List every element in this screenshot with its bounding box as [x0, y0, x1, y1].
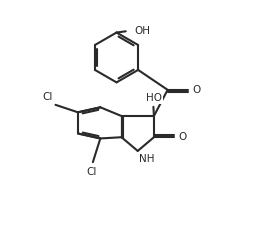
- Text: O: O: [178, 132, 187, 142]
- Text: HO: HO: [146, 93, 162, 103]
- Text: Cl: Cl: [86, 167, 97, 177]
- Text: OH: OH: [134, 26, 150, 36]
- Text: NH: NH: [139, 154, 155, 164]
- Text: O: O: [192, 85, 200, 95]
- Text: Cl: Cl: [42, 92, 52, 102]
